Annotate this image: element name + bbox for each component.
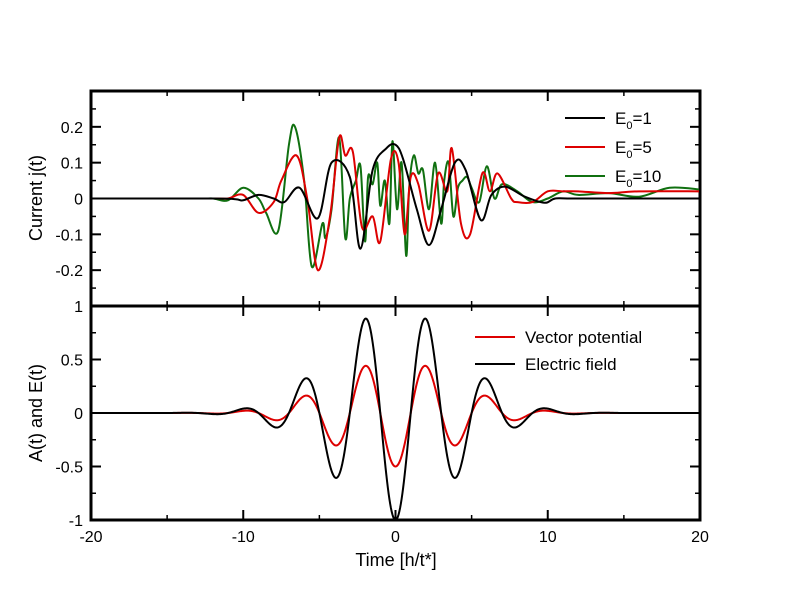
bottom-y-tick-label: 1: [74, 299, 83, 316]
bottom-y-tick-label: 0.5: [61, 353, 83, 370]
legend-label-e0-5: E0=5: [615, 138, 652, 161]
top-y-tick-label: 0.1: [61, 156, 83, 173]
x-tick-label: 0: [391, 529, 400, 546]
top-legend: E0=1 E0=5 E0=10: [565, 109, 661, 190]
series-line-e0-5: [92, 134, 699, 272]
top-y-axis-label: Current j(t): [26, 155, 46, 241]
bottom-panel-series: [92, 317, 699, 519]
series-line-e0-10: [92, 123, 699, 268]
bottom-y-axis-label: A(t) and E(t): [26, 364, 46, 462]
x-tick-label: 10: [539, 529, 557, 546]
top-panel-series: [92, 123, 699, 272]
x-tick-label: -20: [79, 529, 102, 546]
legend-label-vector-potential: Vector potential: [525, 328, 642, 347]
top-y-tick-label: 0.2: [61, 120, 83, 137]
bottom-y-tick-label: -1: [69, 513, 83, 530]
x-tick-label: -10: [232, 529, 255, 546]
top-y-tick-label: -0.2: [55, 263, 83, 280]
top-y-tick-label: -0.1: [55, 227, 83, 244]
bottom-legend: Vector potential Electric field: [475, 328, 642, 374]
legend-label-e0-10: E0=10: [615, 167, 661, 190]
bottom-panel-ticks: -1 -0.5 0 0.5 1 -20 -10 0 10 20: [55, 299, 709, 546]
legend-label-electric-field: Electric field: [525, 355, 617, 374]
series-line-e0-1: [92, 142, 699, 250]
bottom-y-tick-label: -0.5: [55, 460, 83, 477]
x-tick-label: 20: [691, 529, 709, 546]
series-line-vector-potential: [92, 364, 699, 468]
top-y-tick-label: 0: [74, 192, 83, 209]
x-axis-label: Time [h/t*]: [355, 550, 436, 570]
bottom-y-tick-label: 0: [74, 406, 83, 423]
legend-label-e0-1: E0=1: [615, 109, 652, 132]
series-line-electric-field: [92, 317, 699, 519]
